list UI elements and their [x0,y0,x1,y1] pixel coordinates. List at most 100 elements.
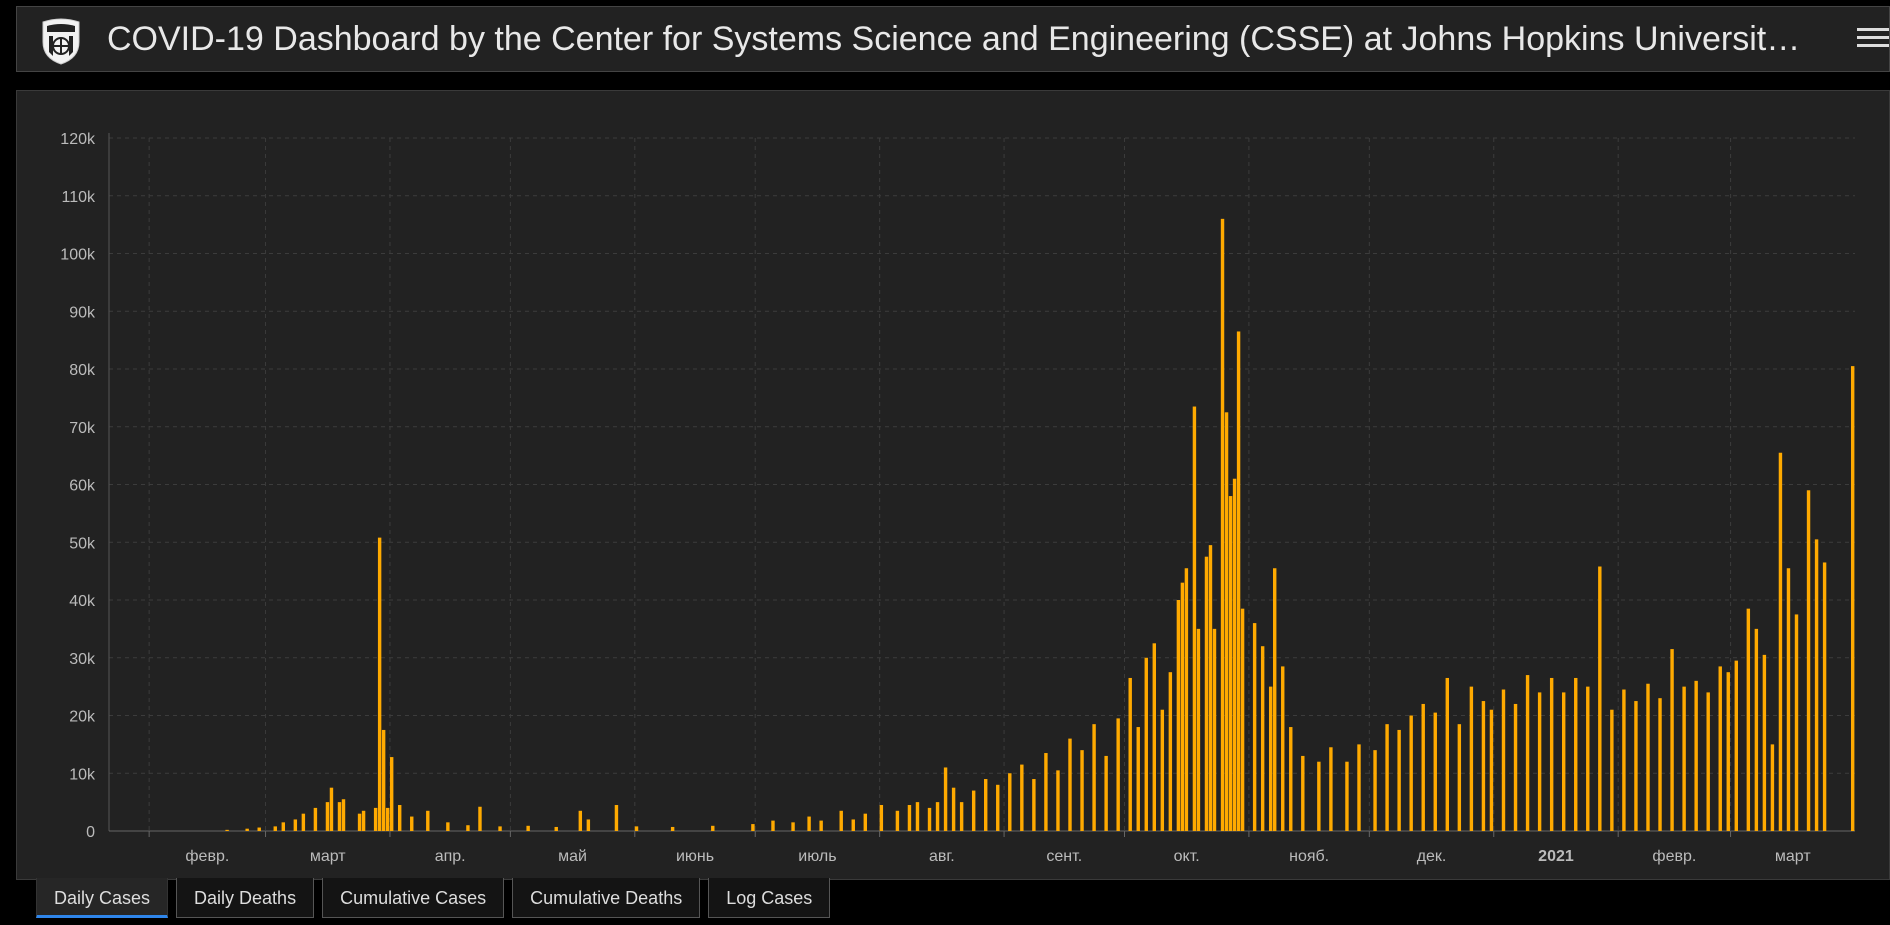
bar [1008,773,1012,831]
bar [337,802,342,831]
tab-cumulative-cases[interactable]: Cumulative Cases [322,878,505,918]
bar [1457,724,1462,831]
bar [554,826,558,831]
bar [879,805,884,831]
bar [325,802,330,831]
bar [1622,689,1626,831]
x-tick-label: апр. [435,848,466,865]
y-tick-label: 120k [60,131,96,148]
bar [1501,689,1506,831]
bar [273,826,277,831]
bar [397,805,402,831]
bar [1180,582,1185,831]
bar [1044,753,1048,831]
bar [895,810,900,831]
tab-log-cases[interactable]: Log Cases [708,878,831,918]
bar [863,813,868,831]
bar [1301,755,1305,831]
jhu-shield-icon[interactable] [39,16,83,66]
page-title: COVID-19 Dashboard by the Center for Sys… [107,20,1807,58]
bar [1212,628,1217,831]
bar [410,816,414,831]
bar [225,829,229,831]
bar [1658,698,1662,831]
bar [751,824,755,831]
hamburger-menu-icon[interactable] [1857,23,1889,57]
bar [927,807,932,831]
bar [1345,761,1349,831]
bar [984,779,988,831]
bar [257,827,261,831]
bar [851,819,855,831]
x-tick-label: нояб. [1289,848,1329,865]
bar [943,767,948,831]
bar [670,826,675,831]
bar [1317,761,1321,831]
x-tick-label: июль [798,848,836,865]
tab-daily-deaths[interactable]: Daily Deaths [176,878,315,918]
bar [1586,686,1590,831]
bar [1778,452,1783,831]
bar [1224,412,1229,831]
tab-cumulative-deaths[interactable]: Cumulative Deaths [512,878,701,918]
bar [245,828,249,831]
bar [1385,724,1389,831]
bar [329,787,334,831]
bar [1080,750,1084,831]
bar [1549,677,1554,831]
y-tick-label: 80k [69,362,96,379]
bar [1481,701,1486,831]
bar [839,810,843,831]
bar [1770,744,1775,831]
bar [614,805,619,831]
bar [1397,729,1401,831]
bar [971,790,976,831]
y-tick-label: 0 [86,824,95,841]
bar [301,813,306,831]
bar [1092,724,1096,831]
bar [1068,738,1072,831]
bar [1176,600,1181,831]
chart-panel: 0 10k 20k 30k 40k 50k 60k 70k 80k 90k 100k 110k 120k… [16,90,1890,880]
bar [1850,366,1855,831]
bar [478,806,482,831]
bar [1762,654,1767,831]
y-tick-label: 60k [69,478,96,495]
bar [1670,649,1674,831]
bar [1136,727,1140,831]
y-tick-label: 10k [69,766,96,783]
bar [915,802,920,831]
bar [446,822,450,831]
bar [1236,331,1241,831]
bar [1433,712,1437,831]
bar [1694,680,1698,831]
bar [293,819,298,831]
bar [1734,660,1738,831]
bar [791,822,795,831]
x-tick-label: 2021 [1538,848,1574,865]
x-tick-label: май [558,848,587,865]
bar [1806,490,1811,831]
bar [1160,709,1165,831]
bar [1682,686,1686,831]
y-tick-label: 90k [69,304,96,321]
bar [711,825,715,831]
x-tick-label: март [310,848,346,865]
bar [1228,496,1233,831]
bar [1289,727,1293,831]
bar [381,729,386,831]
bar [1220,218,1225,832]
bar [361,810,366,831]
bar [1252,623,1257,831]
bar [426,810,430,831]
bar [807,816,811,831]
bar [1204,556,1209,831]
bar [1814,539,1819,831]
bar [1357,744,1361,831]
bar [1525,675,1530,831]
bar [1726,672,1730,831]
bar [1706,692,1710,831]
tab-daily-cases[interactable]: Daily Cases [36,878,169,918]
bar [1598,566,1602,831]
bar [634,826,639,831]
